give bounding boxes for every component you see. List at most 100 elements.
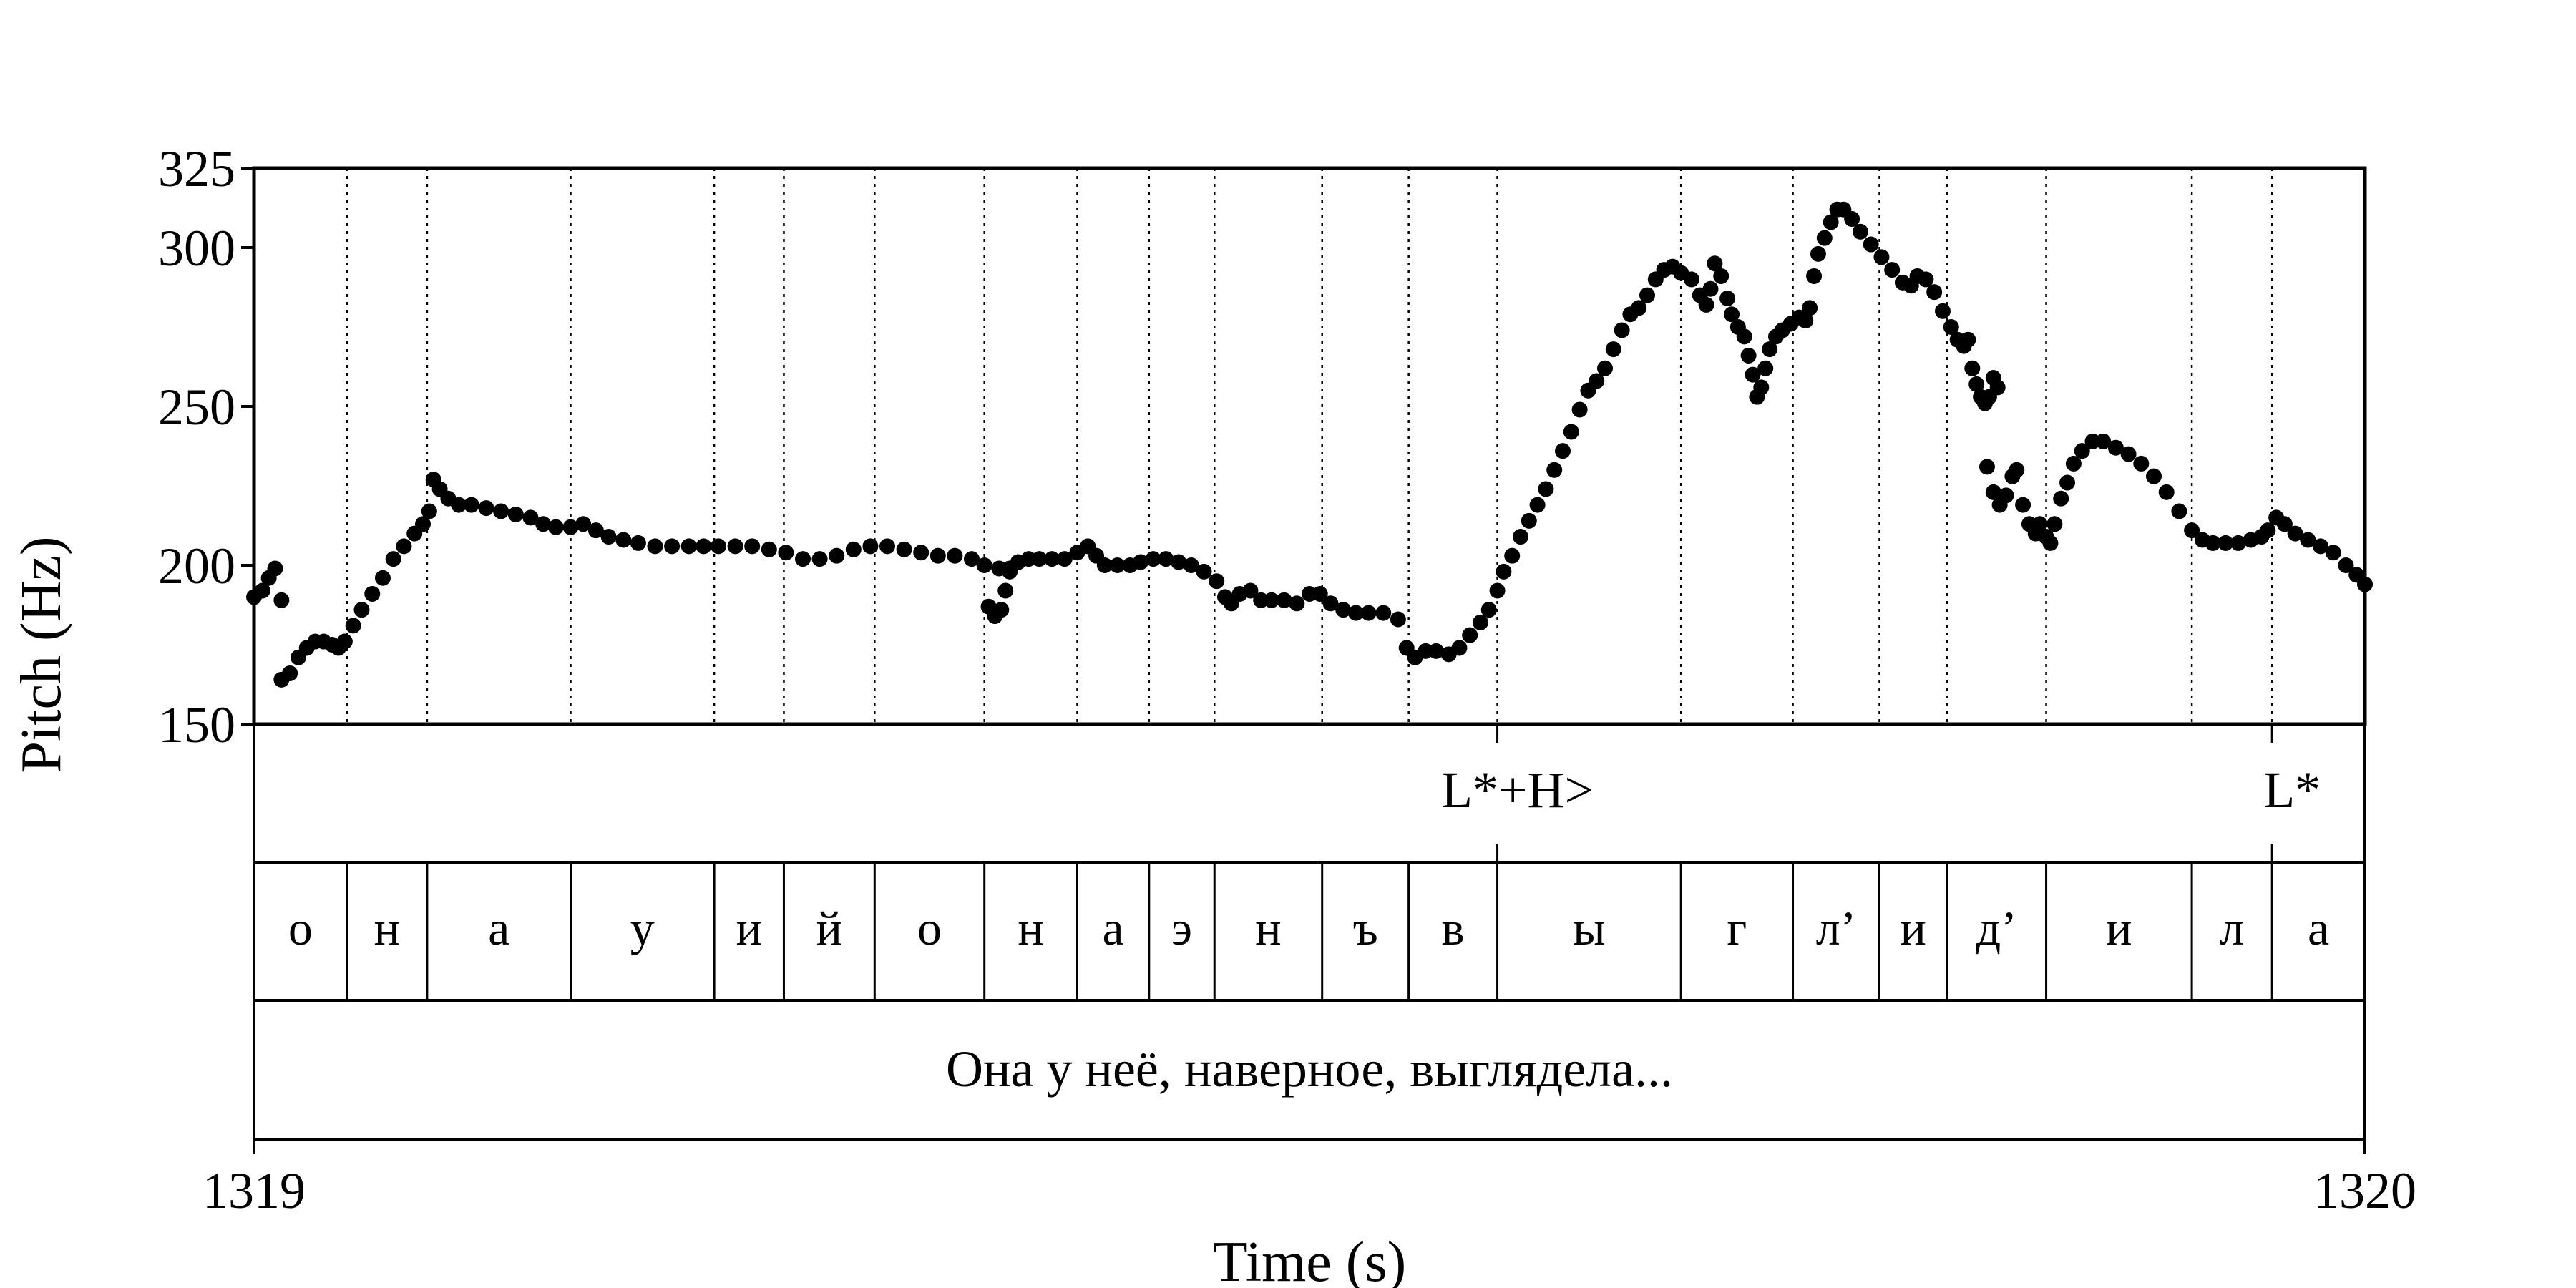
pitch-point: [1335, 602, 1352, 618]
pitch-point: [1322, 595, 1339, 612]
pitch-point: [1504, 547, 1521, 564]
pitch-point: [1597, 360, 1613, 376]
pitch-point: [1109, 557, 1126, 573]
pitch-point: [1312, 585, 1328, 602]
pitch-point: [1096, 557, 1113, 573]
phone-label: в: [1442, 901, 1465, 955]
pitch-point: [1873, 249, 1890, 265]
phone-label: а: [2308, 901, 2329, 955]
pitch-point: [664, 538, 680, 555]
pitch-point: [930, 547, 946, 564]
pitch-point: [1044, 551, 1060, 567]
pitch-point: [364, 585, 381, 602]
pitch-point: [1276, 592, 1292, 608]
pitch-point: [1918, 271, 1934, 288]
pitch-point: [2313, 538, 2329, 555]
pitch-point: [2260, 522, 2276, 539]
pitch-point: [1513, 529, 1528, 545]
pitch-point: [535, 516, 552, 532]
pitch-point: [1816, 230, 1833, 246]
pitch-point: [1605, 341, 1621, 358]
pitch-point: [1555, 443, 1571, 459]
pitch-point: [1926, 284, 1943, 301]
pitch-point: [1546, 462, 1563, 478]
phone-label: ы: [1573, 901, 1606, 955]
phone-label: э: [1171, 901, 1192, 955]
pitch-point: [1935, 303, 1951, 319]
phone-label: н: [374, 901, 400, 955]
pitch-point: [421, 503, 437, 519]
pitch-point: [2031, 516, 2048, 532]
pitch-point: [1762, 341, 1778, 358]
pitch-point: [1614, 322, 1630, 338]
pitch-point: [2218, 535, 2234, 551]
pitch-point: [2095, 433, 2112, 449]
pitch-point: [913, 545, 930, 561]
pitch-point: [1521, 512, 1537, 529]
pitch-point: [2120, 446, 2137, 462]
pitch-point: [1797, 313, 1814, 329]
pitch-point: [1639, 287, 1655, 303]
pitch-point: [1538, 481, 1554, 497]
tone-tier-frame: [253, 723, 2366, 864]
pitch-point: [811, 551, 828, 567]
pitch-point: [696, 538, 712, 555]
pitch-point: [2338, 557, 2354, 573]
y-tick-label: 325: [158, 140, 235, 197]
pitch-point: [2230, 535, 2246, 551]
pitch-point: [1196, 563, 1212, 580]
sentence-label: Она у неё, наверное, выглядела...: [946, 1040, 1673, 1098]
y-axis-title: Pitch (Hz): [10, 536, 73, 773]
phone-label: д’: [1976, 901, 2017, 955]
phone-label: и: [736, 901, 762, 955]
pitch-point: [1707, 255, 1723, 272]
pitch-point: [282, 665, 298, 681]
phone-label: и: [1901, 901, 1926, 955]
pitch-point: [1683, 271, 1699, 288]
pitch-point: [1968, 376, 1985, 392]
pitch-point: [547, 519, 564, 535]
pitch-point: [1757, 360, 1774, 376]
phone-label: у: [630, 901, 655, 955]
pitch-point: [1171, 554, 1187, 570]
pitch-point: [993, 602, 1010, 618]
phone-label: н: [1018, 901, 1043, 955]
pitch-point: [1589, 373, 1605, 389]
pitch-point: [1347, 605, 1364, 621]
segment-boundaries: [346, 168, 2273, 1000]
phone-label: ъ: [1353, 901, 1378, 955]
pitch-point: [1713, 268, 1729, 284]
pitch-point: [964, 551, 980, 567]
pitch-point: [2059, 474, 2076, 491]
pitch-point: [2065, 455, 2082, 472]
pitch-point: [1263, 592, 1279, 608]
y-tick-label: 200: [158, 537, 235, 595]
pitch-point: [1844, 211, 1860, 228]
y-tick-label: 250: [158, 379, 235, 436]
phone-label: а: [488, 901, 509, 955]
pitch-point: [1702, 280, 1719, 297]
sentence-tier-frame: [253, 999, 2366, 1141]
phone-tier: о н а у и й о н а э н ъ в ы г л’ и д’ и л а: [288, 901, 2329, 955]
pitch-point: [1480, 602, 1497, 618]
pitch-point: [727, 538, 743, 555]
pitch-point: [2357, 576, 2373, 592]
pitch-point: [862, 538, 879, 555]
pitch-point: [630, 535, 646, 551]
pitch-point: [1451, 640, 1468, 656]
pitch-point: [1031, 551, 1048, 567]
pitch-point: [1056, 551, 1073, 567]
pitch-point: [600, 529, 617, 545]
pitch-point: [385, 551, 401, 567]
pitch-point: [1145, 551, 1161, 567]
pitch-point: [896, 541, 912, 557]
x-tick-label-end: 1320: [2313, 1162, 2416, 1219]
pitch-point: [1631, 300, 1647, 316]
pitch-point: [795, 551, 811, 567]
pitch-point: [2276, 516, 2293, 532]
pitch-point: [1472, 614, 1488, 630]
phone-label: л: [2220, 901, 2244, 955]
pitch-point: [562, 519, 579, 535]
pitch-point: [254, 582, 270, 599]
